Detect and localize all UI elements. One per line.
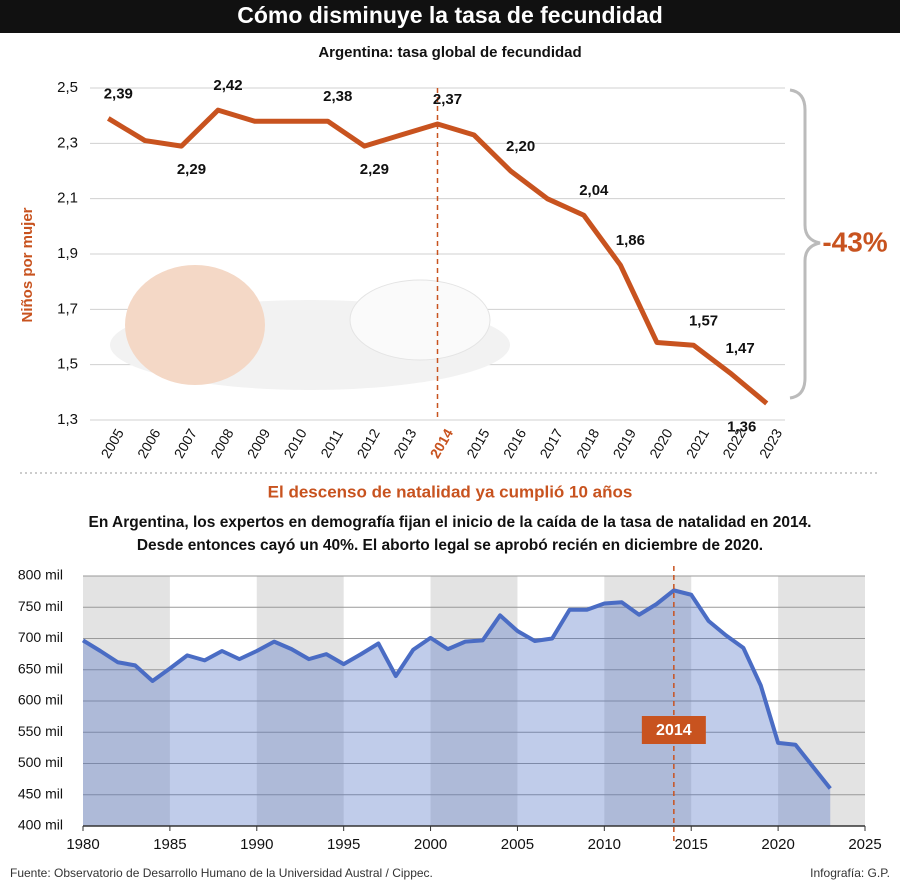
x-tick-label: 1995 — [327, 836, 360, 853]
head — [125, 265, 265, 385]
y-tick-label: 550 mil — [18, 723, 63, 739]
brace — [789, 88, 821, 400]
y-tick-label: 450 mil — [18, 785, 63, 801]
y-tick-label: 2,1 — [57, 190, 78, 207]
data-label: 2,20 — [506, 138, 535, 155]
x-tick-label: 2020 — [761, 836, 794, 853]
x-tick-label: 1985 — [153, 836, 186, 853]
y-tick-label: 1,5 — [57, 356, 78, 373]
body — [349, 279, 491, 361]
change-annotation: -43% — [822, 226, 887, 257]
y-tick-label: 600 mil — [18, 692, 63, 708]
y-tick-label: 650 mil — [18, 660, 63, 676]
line-series — [106, 107, 769, 406]
source: Fuente: Observatorio de Desarrollo Human… — [10, 866, 433, 880]
y-tick-label: 700 mil — [18, 629, 63, 645]
data-label: 1,57 — [689, 312, 718, 329]
y-tick-label: 1,7 — [57, 300, 78, 317]
annotation-box — [641, 716, 706, 744]
y-tick-label: 800 mil — [18, 567, 63, 583]
x-tick-label: 2025 — [848, 836, 881, 853]
y-tick-label: 2,3 — [57, 134, 78, 151]
page-title: Cómo disminuye la tasa de fecundidad — [237, 2, 663, 28]
credit: Infografía: G.P. — [810, 866, 890, 880]
baby-illustration — [110, 265, 510, 390]
data-label: 2,38 — [323, 88, 352, 105]
y-tick-label: 400 mil — [18, 817, 63, 833]
y-tick-label: 750 mil — [18, 598, 63, 614]
x-tick-label: 2010 — [588, 836, 621, 853]
section-title: El descenso de natalidad ya cumplió 10 a… — [268, 482, 633, 501]
y-tick-label: 1,3 — [57, 411, 78, 428]
data-label: 2,29 — [177, 161, 206, 178]
area-fill — [83, 590, 831, 826]
x-tick-label: 2005 — [501, 836, 534, 853]
data-label: 2,42 — [213, 77, 242, 94]
data-label: 2,39 — [104, 85, 133, 102]
y-axis-label: Niños por mujer — [19, 207, 36, 322]
y-tick-label: 2,5 — [57, 79, 78, 96]
data-label: 2,04 — [579, 182, 609, 199]
data-label: 1,47 — [726, 340, 755, 357]
data-label: 2,37 — [433, 91, 462, 108]
data-label: 1,86 — [616, 232, 645, 249]
section-subtitle: En Argentina, los expertos en demografía… — [89, 514, 812, 531]
header-bar — [0, 0, 900, 33]
annotation-label: 2014 — [656, 722, 692, 739]
data-label: 2,29 — [360, 161, 389, 178]
x-tick-label: 2000 — [414, 836, 447, 853]
data-label: 1,36 — [727, 418, 756, 435]
chart-subtitle: Argentina: tasa global de fecundidad — [318, 44, 581, 61]
y-tick-label: 1,9 — [57, 245, 78, 262]
section-subtitle: Desde entonces cayó un 40%. El aborto le… — [137, 537, 763, 554]
x-tick-label: 2015 — [675, 836, 708, 853]
line-series — [81, 588, 832, 790]
x-tick-label: 1980 — [66, 836, 99, 853]
x-tick-label: 1990 — [240, 836, 273, 853]
y-tick-label: 500 mil — [18, 754, 63, 770]
